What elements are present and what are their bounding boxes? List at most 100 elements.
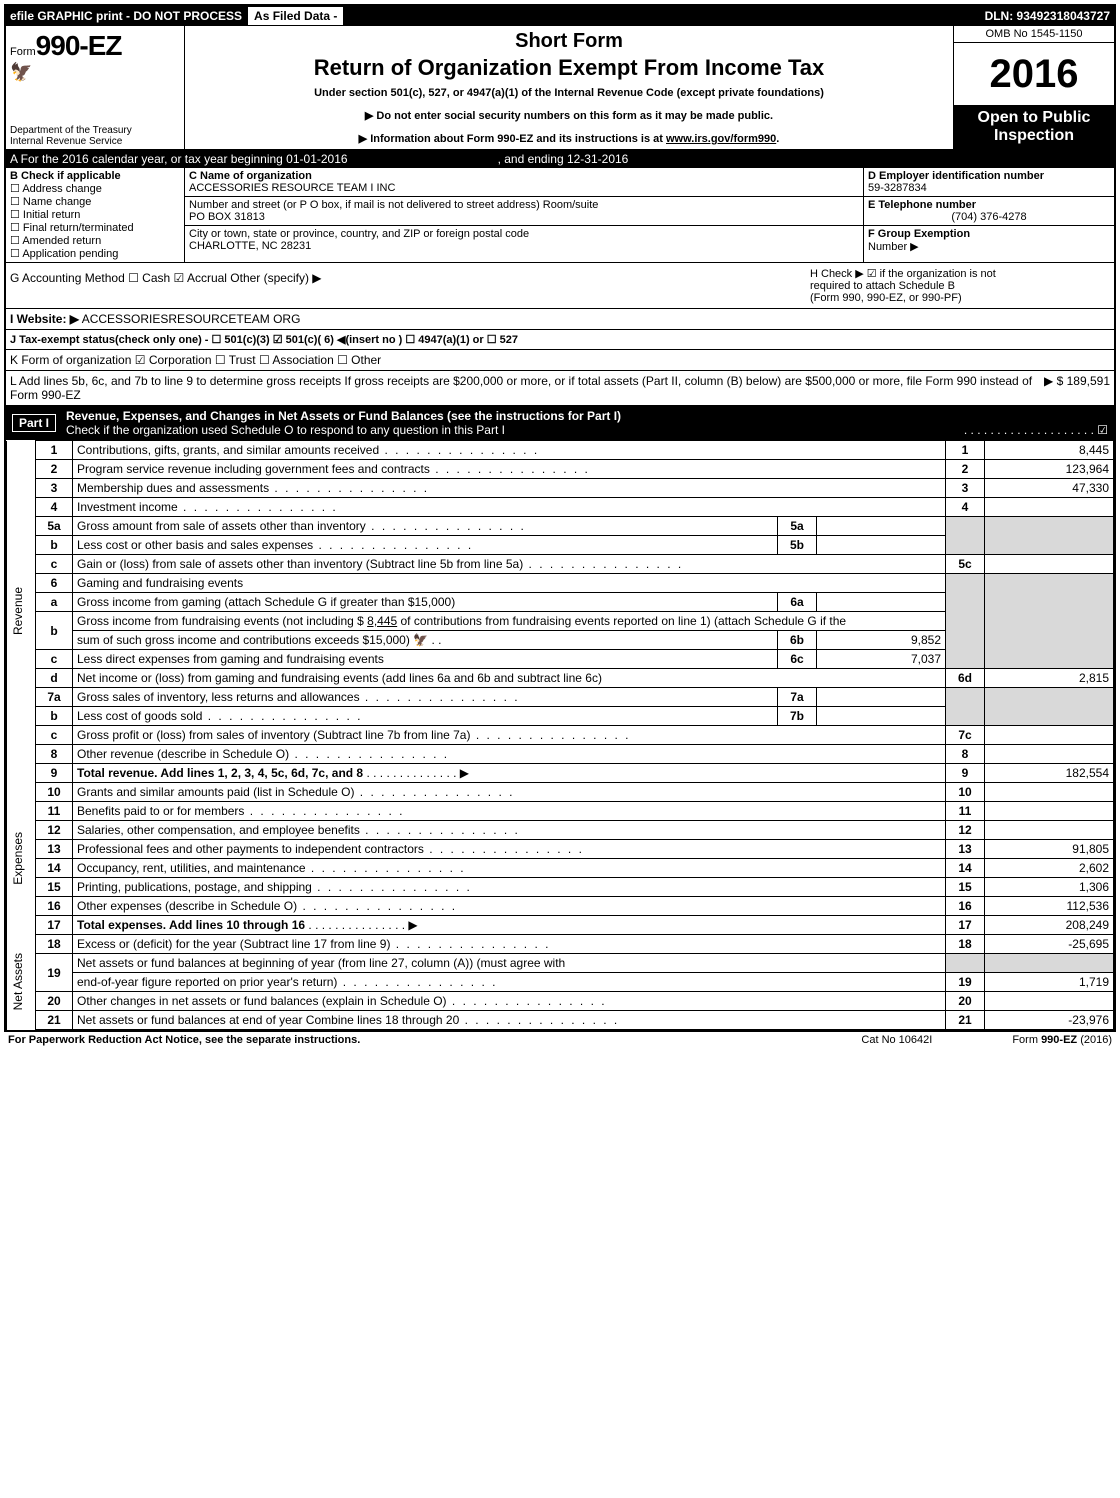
part-i-header: Part I Revenue, Expenses, and Changes in… <box>6 406 1114 440</box>
l18-num: 18 <box>36 935 73 954</box>
l10-num: 10 <box>36 783 73 802</box>
l7c-desc: Gross profit or (loss) from sales of inv… <box>73 726 946 745</box>
chk-amended-return[interactable]: Amended return <box>10 234 180 247</box>
l3-num: 3 <box>36 479 73 498</box>
l19-desc: Net assets or fund balances at beginning… <box>73 954 946 973</box>
l11-num: 11 <box>36 802 73 821</box>
l3-desc: Membership dues and assessments <box>73 479 946 498</box>
l6-desc: Gaming and fundraising events <box>73 574 946 593</box>
l21-ref: 21 <box>946 1011 985 1030</box>
l6d-val: 2,815 <box>985 669 1114 688</box>
l21-desc: Net assets or fund balances at end of ye… <box>73 1011 946 1030</box>
part-i-title: Revenue, Expenses, and Changes in Net As… <box>66 409 1108 437</box>
l7b-subval <box>817 707 946 726</box>
street-label: Number and street (or P O box, if mail i… <box>189 199 598 211</box>
l9-desc: Total revenue. Add lines 1, 2, 3, 4, 5c,… <box>73 764 946 783</box>
l20-num: 20 <box>36 992 73 1011</box>
l9-desc-text: Total revenue. Add lines 1, 2, 3, 4, 5c,… <box>77 766 363 780</box>
l6a-desc: Gross income from gaming (attach Schedul… <box>73 593 778 612</box>
l12-ref: 12 <box>946 821 985 840</box>
l18-val: -25,695 <box>985 935 1114 954</box>
l7a-desc: Gross sales of inventory, less returns a… <box>73 688 778 707</box>
l5c-ref: 5c <box>946 555 985 574</box>
tax-year: 2016 <box>954 43 1114 105</box>
row-a-text: A For the 2016 calendar year, or tax yea… <box>10 152 348 166</box>
l7b-num: b <box>36 707 73 726</box>
return-title: Return of Organization Exempt From Incom… <box>193 55 945 81</box>
subtitle: Under section 501(c), 527, or 4947(a)(1)… <box>193 87 945 99</box>
chk-name-change[interactable]: Name change <box>10 195 180 208</box>
l15-ref: 15 <box>946 878 985 897</box>
l6a-num: a <box>36 593 73 612</box>
l19-val: 1,719 <box>985 973 1114 992</box>
l2-ref: 2 <box>946 460 985 479</box>
open-line2: Inspection <box>956 127 1112 145</box>
col-def: D Employer identification number 59-3287… <box>864 168 1114 262</box>
l4-num: 4 <box>36 498 73 517</box>
l7a-subval <box>817 688 946 707</box>
l17-val: 208,249 <box>985 916 1114 935</box>
part-i-checkbox[interactable]: . . . . . . . . . . . . . . . . . . . . … <box>964 423 1108 437</box>
l7c-num: c <box>36 726 73 745</box>
g-accounting: G Accounting Method ☐ Cash ☑ Accrual Oth… <box>6 263 806 308</box>
l6a-subref: 6a <box>778 593 817 612</box>
c-name-block: C Name of organization ACCESSORIES RESOU… <box>185 168 863 197</box>
l16-num: 16 <box>36 897 73 916</box>
l7b-desc: Less cost of goods sold <box>73 707 778 726</box>
l1-val: 8,445 <box>985 441 1114 460</box>
footer-right: Form 990-EZ (2016) <box>1012 1034 1112 1046</box>
dept-irs: Internal Revenue Service <box>10 136 180 147</box>
l20-ref: 20 <box>946 992 985 1011</box>
l17-desc: Total expenses. Add lines 10 through 16 … <box>73 916 946 935</box>
l13-ref: 13 <box>946 840 985 859</box>
c-label: C Name of organization <box>189 170 312 182</box>
l7a-subref: 7a <box>778 688 817 707</box>
l9-ref: 9 <box>946 764 985 783</box>
part-i-label: Part I <box>12 414 56 432</box>
footer-mid: Cat No 10642I <box>861 1034 932 1046</box>
dept-treasury: Department of the Treasury <box>10 125 180 136</box>
l6c-num: c <box>36 650 73 669</box>
irs-link[interactable]: www.irs.gov/form990 <box>666 133 776 145</box>
l6-grey <box>946 574 985 669</box>
row-a: A For the 2016 calendar year, or tax yea… <box>6 150 1114 168</box>
form-container: efile GRAPHIC print - DO NOT PROCESS As … <box>4 4 1116 1032</box>
l12-desc: Salaries, other compensation, and employ… <box>73 821 946 840</box>
l12-num: 12 <box>36 821 73 840</box>
l11-desc: Benefits paid to or for members <box>73 802 946 821</box>
l5a-subref: 5a <box>778 517 817 536</box>
c-street-block: Number and street (or P O box, if mail i… <box>185 197 863 226</box>
l6b-desc1: Gross income from fundraising events (no… <box>73 612 946 631</box>
f-label2: Number ▶ <box>868 241 919 253</box>
l14-val: 2,602 <box>985 859 1114 878</box>
l13-num: 13 <box>36 840 73 859</box>
e-block: E Telephone number (704) 376-4278 <box>864 197 1114 226</box>
city-label: City or town, state or province, country… <box>189 228 529 240</box>
i-website: I Website: ▶ ACCESSORIESRESOURCETEAM ORG <box>6 309 1114 330</box>
chk-address-change[interactable]: Address change <box>10 182 180 195</box>
form-prefix: Form <box>10 46 36 58</box>
k-form-org: K Form of organization ☑ Corporation ☐ T… <box>6 350 1114 371</box>
l6d-ref: 6d <box>946 669 985 688</box>
l19-grey-val <box>985 954 1114 973</box>
street-value: PO BOX 31813 <box>189 211 265 223</box>
l6c-desc: Less direct expenses from gaming and fun… <box>73 650 778 669</box>
chk-final-return[interactable]: Final return/terminated <box>10 221 180 234</box>
chk-application-pending[interactable]: Application pending <box>10 247 180 260</box>
website-value: ACCESSORIESRESOURCETEAM ORG <box>82 312 301 326</box>
l6d-desc: Net income or (loss) from gaming and fun… <box>73 669 946 688</box>
l13-desc: Professional fees and other payments to … <box>73 840 946 859</box>
d-label: D Employer identification number <box>868 170 1044 182</box>
info-about-text: Information about Form 990-EZ and its in… <box>370 133 666 145</box>
l19-desc2: end-of-year figure reported on prior yea… <box>73 973 946 992</box>
ein-value: 59-3287834 <box>868 182 927 194</box>
l11-val <box>985 802 1114 821</box>
f-label: F Group Exemption <box>868 228 970 240</box>
city-value: CHARLOTTE, NC 28231 <box>189 240 311 252</box>
chk-initial-return[interactable]: Initial return <box>10 208 180 221</box>
row-gh: G Accounting Method ☐ Cash ☑ Accrual Oth… <box>6 263 1114 309</box>
l15-val: 1,306 <box>985 878 1114 897</box>
section-bcdef: B Check if applicable Address change Nam… <box>6 168 1114 263</box>
l6b-d1: Gross income from fundraising events (no… <box>77 614 367 628</box>
as-filed-label: As Filed Data - <box>248 7 343 25</box>
